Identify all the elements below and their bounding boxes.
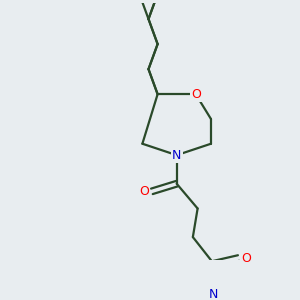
Text: O: O (241, 251, 251, 265)
Text: N: N (172, 149, 182, 162)
Text: O: O (191, 88, 201, 101)
Text: N: N (209, 288, 218, 300)
Text: O: O (139, 185, 149, 198)
